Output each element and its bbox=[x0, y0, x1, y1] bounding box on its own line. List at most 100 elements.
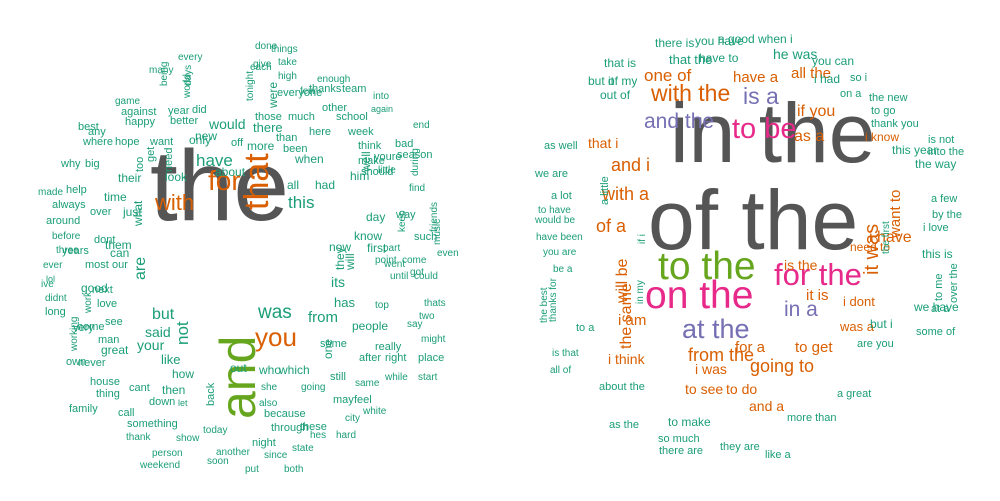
cloud-left-word: years bbox=[62, 244, 89, 257]
cloud-right-word: to have bbox=[538, 204, 571, 216]
cloud-left-word: night bbox=[252, 436, 276, 449]
cloud-left-word: again bbox=[371, 103, 394, 114]
cloud-left-word: two bbox=[419, 310, 435, 322]
cloud-left-word: done bbox=[255, 40, 278, 52]
cloud-right-word: to the bbox=[658, 245, 756, 289]
cloud-right-word: for a bbox=[735, 338, 766, 356]
cloud-left-word: your bbox=[137, 336, 165, 353]
cloud-left-word: both bbox=[284, 463, 304, 475]
cloud-left-word: all bbox=[287, 178, 300, 193]
cloud-left-word: thing bbox=[96, 387, 120, 400]
cloud-right-word: to make bbox=[668, 415, 711, 430]
cloud-left-word: always bbox=[52, 198, 86, 211]
cloud-left-word: now bbox=[329, 240, 352, 255]
cloud-left-word: every bbox=[178, 51, 203, 63]
cloud-right-word: is a bbox=[743, 83, 779, 110]
cloud-right-word: as a bbox=[794, 127, 825, 145]
cloud-right-word: by the bbox=[932, 208, 962, 221]
cloud-left-word: end bbox=[413, 119, 430, 131]
cloud-left-word: thank bbox=[126, 431, 151, 443]
cloud-right-word: a lot bbox=[551, 189, 572, 202]
cloud-left-word: other bbox=[322, 101, 348, 114]
word-cloud-unigrams: the and that for with you was this have are not but… bbox=[38, 40, 459, 475]
cloud-right-word: that is bbox=[604, 56, 637, 71]
cloud-right-word: in a bbox=[784, 297, 818, 321]
cloud-left-word: has bbox=[334, 295, 355, 311]
cloud-left-word: school bbox=[336, 110, 368, 123]
cloud-left-word: own bbox=[66, 355, 87, 368]
cloud-left-word: family bbox=[69, 402, 98, 415]
cloud-left-word: man bbox=[98, 333, 120, 346]
cloud-right-word: the new bbox=[869, 91, 908, 104]
cloud-right-word: if you bbox=[797, 102, 836, 120]
cloud-left-word: been bbox=[283, 142, 308, 155]
cloud-right-word: of a bbox=[596, 216, 627, 237]
cloud-right-word: so i bbox=[850, 71, 868, 84]
cloud-left-word: best bbox=[78, 120, 99, 133]
cloud-right-word: was a bbox=[840, 319, 874, 335]
cloud-left-word: state bbox=[292, 442, 314, 454]
cloud-left-word: the bbox=[150, 130, 290, 242]
cloud-left-word: say bbox=[407, 318, 423, 330]
cloud-left-word: put bbox=[245, 463, 259, 475]
cloud-right-word: to a bbox=[576, 321, 595, 334]
cloud-left-word: made bbox=[38, 186, 64, 198]
cloud-left-word: person bbox=[152, 447, 183, 459]
cloud-left-word: only bbox=[189, 133, 212, 148]
cloud-right-word: but i bbox=[870, 317, 893, 332]
cloud-left-word: first bbox=[367, 241, 387, 256]
cloud-left-word: not bbox=[173, 321, 192, 345]
cloud-left-word: know bbox=[354, 229, 383, 244]
cloud-left-word: when bbox=[295, 152, 324, 167]
cloud-right-word: i think bbox=[608, 350, 645, 367]
cloud-left-word: hard bbox=[336, 429, 357, 441]
cloud-left-word: said bbox=[145, 323, 171, 340]
cloud-left-word: into bbox=[373, 90, 390, 102]
cloud-right-word: i am bbox=[618, 311, 647, 329]
cloud-right-word: have a bbox=[733, 68, 779, 86]
cloud-left-word: house bbox=[90, 375, 120, 388]
cloud-right-word: it is bbox=[806, 286, 829, 304]
cloud-left-word: game bbox=[115, 95, 141, 107]
cloud-left-word: work bbox=[83, 291, 94, 313]
cloud-left-word: give bbox=[253, 58, 272, 70]
cloud-left-word: ive bbox=[41, 278, 54, 290]
cloud-left-word: their bbox=[118, 171, 142, 186]
cloud-left-word: just bbox=[123, 205, 142, 220]
cloud-left-word: right bbox=[385, 351, 407, 364]
cloud-right-word: there are bbox=[659, 444, 704, 457]
cloud-right-word: is the bbox=[784, 256, 818, 273]
cloud-right-word: some of bbox=[916, 325, 956, 338]
cloud-right-word: have been bbox=[536, 231, 583, 243]
cloud-right-word: thank you bbox=[871, 117, 919, 130]
cloud-left-word: she bbox=[261, 381, 278, 393]
cloud-right-word: on a bbox=[840, 87, 862, 100]
cloud-left-word: point bbox=[375, 254, 397, 266]
cloud-right-word: i had bbox=[814, 72, 841, 87]
cloud-right-word: over the bbox=[948, 263, 960, 303]
cloud-left-word: was bbox=[258, 302, 292, 324]
cloud-left-word: hope bbox=[115, 135, 140, 148]
cloud-left-word: everyone bbox=[277, 86, 323, 99]
cloud-right-word: as the bbox=[609, 418, 639, 431]
cloud-left-word: you bbox=[255, 321, 297, 352]
cloud-right-word: are you bbox=[857, 337, 894, 350]
cloud-right-word: a few bbox=[931, 192, 958, 205]
cloud-left-word: such bbox=[414, 230, 438, 243]
cloud-left-word: high bbox=[278, 70, 297, 82]
cloud-left-word: who bbox=[259, 363, 282, 378]
cloud-left-word: too bbox=[134, 156, 146, 172]
cloud-right-word: to get bbox=[795, 338, 833, 356]
cloud-right-word: as well bbox=[544, 139, 578, 152]
cloud-right-word: would be bbox=[535, 214, 576, 226]
cloud-left-word: off bbox=[231, 136, 244, 149]
cloud-left-word: still bbox=[330, 370, 346, 383]
cloud-left-word: next bbox=[92, 283, 113, 296]
cloud-right-word: of the bbox=[648, 173, 859, 268]
cloud-left-word: with bbox=[155, 189, 195, 215]
cloud-left-word: bad bbox=[395, 137, 414, 150]
cloud-right-word: and the bbox=[644, 109, 715, 133]
cloud-left-word: feel bbox=[354, 393, 372, 406]
cloud-left-word: very bbox=[73, 321, 94, 334]
cloud-left-word: weekend bbox=[140, 459, 181, 471]
